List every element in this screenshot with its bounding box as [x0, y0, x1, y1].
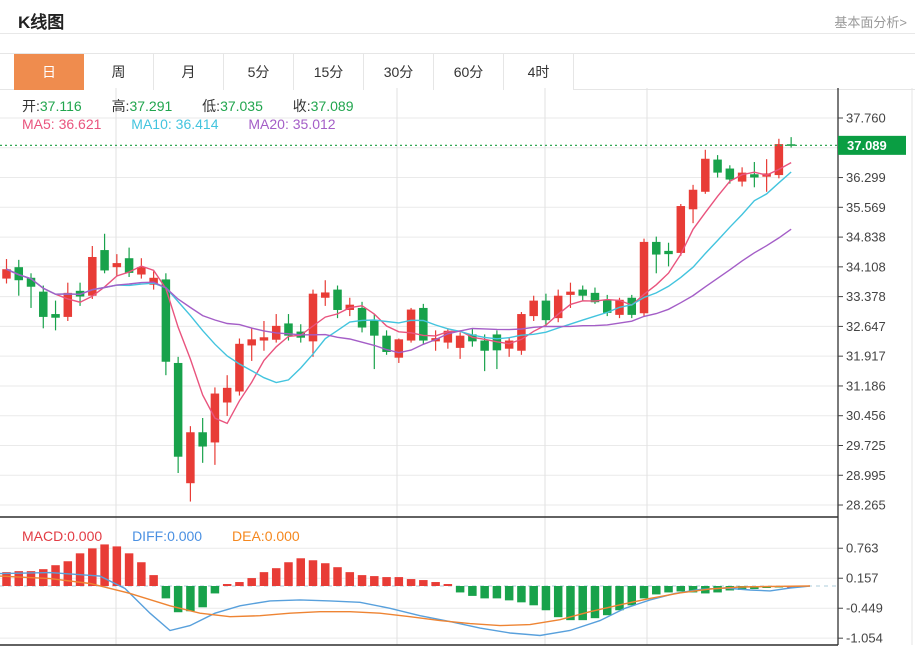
ma20-line	[6, 228, 792, 354]
dea-line	[0, 575, 811, 627]
svg-text:31.186: 31.186	[846, 378, 886, 393]
ma5-line	[6, 161, 792, 425]
svg-text:36.299: 36.299	[846, 170, 886, 185]
diff-line	[0, 571, 811, 637]
ma10-label: MA10:	[131, 116, 172, 132]
candles	[2, 137, 796, 502]
ma-legend: MA5: 36.621 MA10: 36.414 MA20: 35.012	[22, 116, 362, 132]
fundamental-analysis-link[interactable]: 基本面分析>	[834, 15, 907, 30]
svg-text:28.995: 28.995	[846, 468, 886, 483]
close-label: 收:	[292, 98, 311, 114]
ma10-line	[6, 171, 792, 384]
open-label: 开:	[22, 98, 40, 114]
diff-value: 0.000	[167, 528, 203, 544]
dea-label: DEA:	[232, 528, 265, 544]
ma20-value: 35.012	[292, 116, 336, 132]
timeframe-tabbar: 日周月 5分 15分 30分 60分 4时	[0, 53, 915, 90]
svg-text:-1.054: -1.054	[846, 631, 883, 646]
svg-text:37.089: 37.089	[847, 138, 887, 153]
kline-macd-chart[interactable]: 37.760 36.299 35.569 34.838 34.108 33.378 32.6…	[0, 88, 915, 646]
svg-text:0.763: 0.763	[846, 541, 879, 556]
ma10-value: 36.414	[175, 116, 219, 132]
ma5-value: 36.621	[58, 116, 102, 132]
tab-week[interactable]: 周	[84, 54, 154, 90]
svg-text:32.647: 32.647	[846, 319, 886, 334]
tab-month[interactable]: 月	[154, 54, 224, 90]
close-value: 37.089	[310, 98, 354, 114]
tab-day[interactable]: 日	[14, 54, 84, 90]
page-title: K线图	[18, 13, 65, 32]
svg-text:34.838: 34.838	[846, 230, 886, 245]
svg-text:-0.449: -0.449	[846, 601, 883, 616]
svg-text:29.725: 29.725	[846, 438, 886, 453]
dea-value: 0.000	[264, 528, 300, 544]
low-label: 低:	[202, 98, 221, 114]
tab-30min[interactable]: 30分	[364, 54, 434, 90]
svg-text:0.157: 0.157	[846, 571, 879, 586]
svg-text:28.265: 28.265	[846, 498, 886, 513]
svg-text:31.917: 31.917	[846, 349, 886, 364]
price-axis-labels: 37.760 36.299 35.569 34.838 34.108 33.378 32.6…	[838, 111, 886, 646]
ma5-label: MA5:	[22, 116, 55, 132]
current-price-badge: 37.089	[838, 135, 906, 155]
tab-4hour[interactable]: 4时	[504, 54, 574, 90]
ma20-label: MA20:	[248, 116, 289, 132]
ohlc-legend: 开:37.116 高:37.291 低:37.035 收:37.089	[22, 96, 380, 116]
macd-legend: MACD:0.000 DIFF:0.000 DEA:0.000	[22, 528, 326, 544]
svg-text:35.569: 35.569	[846, 200, 886, 215]
tab-60min[interactable]: 60分	[434, 54, 504, 90]
diff-label: DIFF:	[132, 528, 168, 544]
low-value: 37.035	[220, 98, 263, 114]
high-label: 高:	[111, 98, 130, 114]
header-divider	[0, 33, 915, 34]
svg-text:37.760: 37.760	[846, 111, 886, 126]
svg-text:34.108: 34.108	[846, 259, 886, 274]
macd-histogram	[2, 544, 796, 621]
high-value: 37.291	[129, 98, 173, 114]
macd-label: MACD:	[22, 528, 68, 544]
axes	[0, 88, 913, 646]
tab-5min[interactable]: 5分	[224, 54, 294, 90]
macd-value: 0.000	[67, 528, 103, 544]
open-value: 37.116	[39, 98, 82, 114]
svg-text:33.378: 33.378	[846, 289, 886, 304]
tab-15min[interactable]: 15分	[294, 54, 364, 90]
svg-text:30.456: 30.456	[846, 408, 886, 423]
